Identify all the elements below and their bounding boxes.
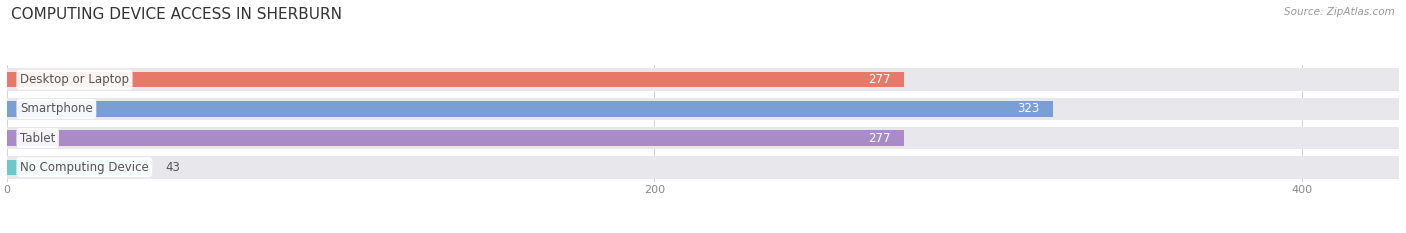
Bar xyxy=(7,127,1399,149)
Text: No Computing Device: No Computing Device xyxy=(20,161,149,174)
Text: Desktop or Laptop: Desktop or Laptop xyxy=(20,73,129,86)
Text: Tablet: Tablet xyxy=(20,132,55,144)
Bar xyxy=(7,72,904,87)
Bar xyxy=(7,130,904,146)
Text: 277: 277 xyxy=(869,132,891,144)
Bar xyxy=(7,156,1399,178)
Text: Source: ZipAtlas.com: Source: ZipAtlas.com xyxy=(1284,7,1395,17)
Text: 277: 277 xyxy=(869,73,891,86)
Bar xyxy=(7,160,146,175)
Bar xyxy=(7,101,1053,116)
Text: 43: 43 xyxy=(166,161,180,174)
Text: COMPUTING DEVICE ACCESS IN SHERBURN: COMPUTING DEVICE ACCESS IN SHERBURN xyxy=(11,7,342,22)
Text: Smartphone: Smartphone xyxy=(20,103,93,115)
Bar xyxy=(7,69,1399,91)
Bar xyxy=(7,98,1399,120)
Text: 323: 323 xyxy=(1018,103,1039,115)
